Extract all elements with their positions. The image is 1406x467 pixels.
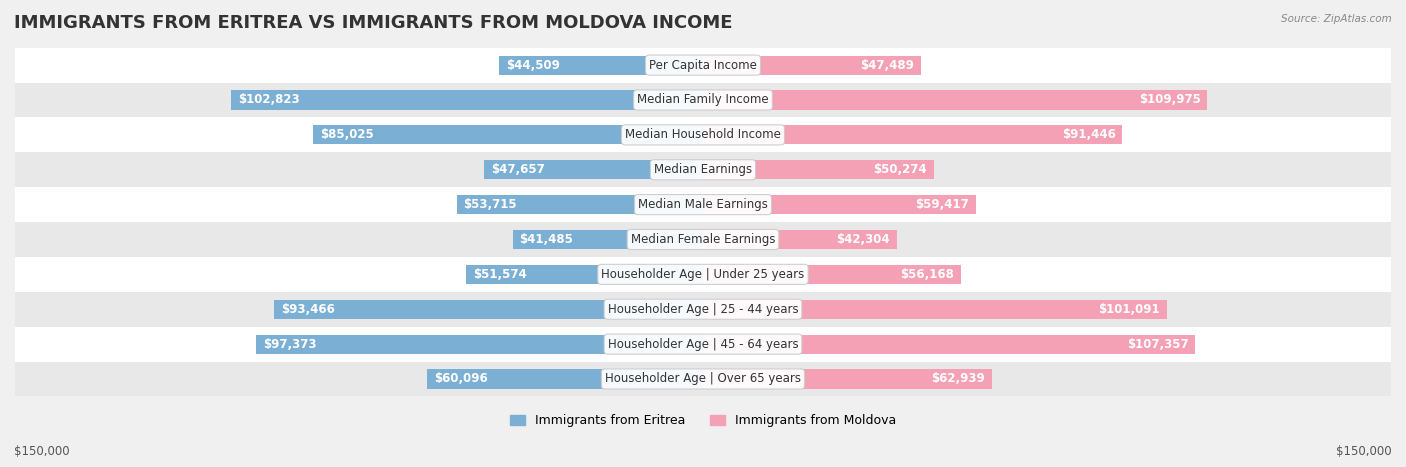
Text: $150,000: $150,000: [1336, 445, 1392, 458]
Bar: [256, 334, 703, 354]
Text: Median Family Income: Median Family Income: [637, 93, 769, 106]
Bar: [232, 91, 703, 110]
Text: $51,574: $51,574: [474, 268, 527, 281]
Bar: [703, 195, 976, 214]
FancyBboxPatch shape: [15, 222, 1391, 257]
Legend: Immigrants from Eritrea, Immigrants from Moldova: Immigrants from Eritrea, Immigrants from…: [505, 409, 901, 432]
Text: $50,274: $50,274: [873, 163, 927, 176]
Text: Per Capita Income: Per Capita Income: [650, 59, 756, 71]
Text: IMMIGRANTS FROM ERITREA VS IMMIGRANTS FROM MOLDOVA INCOME: IMMIGRANTS FROM ERITREA VS IMMIGRANTS FR…: [14, 14, 733, 32]
Text: $60,096: $60,096: [434, 373, 488, 385]
Text: $97,373: $97,373: [263, 338, 316, 351]
FancyBboxPatch shape: [15, 257, 1391, 292]
Bar: [703, 56, 921, 75]
Text: $101,091: $101,091: [1098, 303, 1160, 316]
Text: $47,489: $47,489: [860, 59, 914, 71]
Text: $44,509: $44,509: [506, 59, 560, 71]
FancyBboxPatch shape: [15, 292, 1391, 327]
Text: $53,715: $53,715: [464, 198, 517, 211]
Text: $59,417: $59,417: [915, 198, 969, 211]
FancyBboxPatch shape: [15, 83, 1391, 117]
Bar: [513, 230, 703, 249]
Text: $41,485: $41,485: [520, 233, 574, 246]
FancyBboxPatch shape: [15, 327, 1391, 361]
Bar: [703, 300, 1167, 319]
FancyBboxPatch shape: [15, 152, 1391, 187]
Text: $109,975: $109,975: [1139, 93, 1201, 106]
Text: $42,304: $42,304: [837, 233, 890, 246]
Bar: [703, 160, 934, 179]
Text: $107,357: $107,357: [1126, 338, 1188, 351]
Text: $91,446: $91,446: [1062, 128, 1115, 142]
Text: Median Female Earnings: Median Female Earnings: [631, 233, 775, 246]
Text: $47,657: $47,657: [491, 163, 546, 176]
Text: $56,168: $56,168: [900, 268, 953, 281]
Bar: [274, 300, 703, 319]
FancyBboxPatch shape: [15, 48, 1391, 83]
Bar: [703, 334, 1195, 354]
Text: Householder Age | Over 65 years: Householder Age | Over 65 years: [605, 373, 801, 385]
Bar: [499, 56, 703, 75]
FancyBboxPatch shape: [15, 117, 1391, 152]
Text: $85,025: $85,025: [321, 128, 374, 142]
Text: $150,000: $150,000: [14, 445, 70, 458]
Text: Median Earnings: Median Earnings: [654, 163, 752, 176]
Text: Householder Age | 25 - 44 years: Householder Age | 25 - 44 years: [607, 303, 799, 316]
Bar: [703, 265, 960, 284]
Bar: [703, 125, 1122, 144]
Text: $93,466: $93,466: [281, 303, 335, 316]
Bar: [457, 195, 703, 214]
FancyBboxPatch shape: [15, 361, 1391, 396]
Text: $62,939: $62,939: [931, 373, 984, 385]
Bar: [703, 230, 897, 249]
Bar: [427, 369, 703, 389]
Bar: [467, 265, 703, 284]
Bar: [314, 125, 703, 144]
Text: $102,823: $102,823: [238, 93, 299, 106]
Text: Median Household Income: Median Household Income: [626, 128, 780, 142]
Bar: [703, 369, 991, 389]
Bar: [485, 160, 703, 179]
Text: Source: ZipAtlas.com: Source: ZipAtlas.com: [1281, 14, 1392, 24]
Text: Median Male Earnings: Median Male Earnings: [638, 198, 768, 211]
FancyBboxPatch shape: [15, 187, 1391, 222]
Bar: [703, 91, 1208, 110]
Text: Householder Age | Under 25 years: Householder Age | Under 25 years: [602, 268, 804, 281]
Text: Householder Age | 45 - 64 years: Householder Age | 45 - 64 years: [607, 338, 799, 351]
